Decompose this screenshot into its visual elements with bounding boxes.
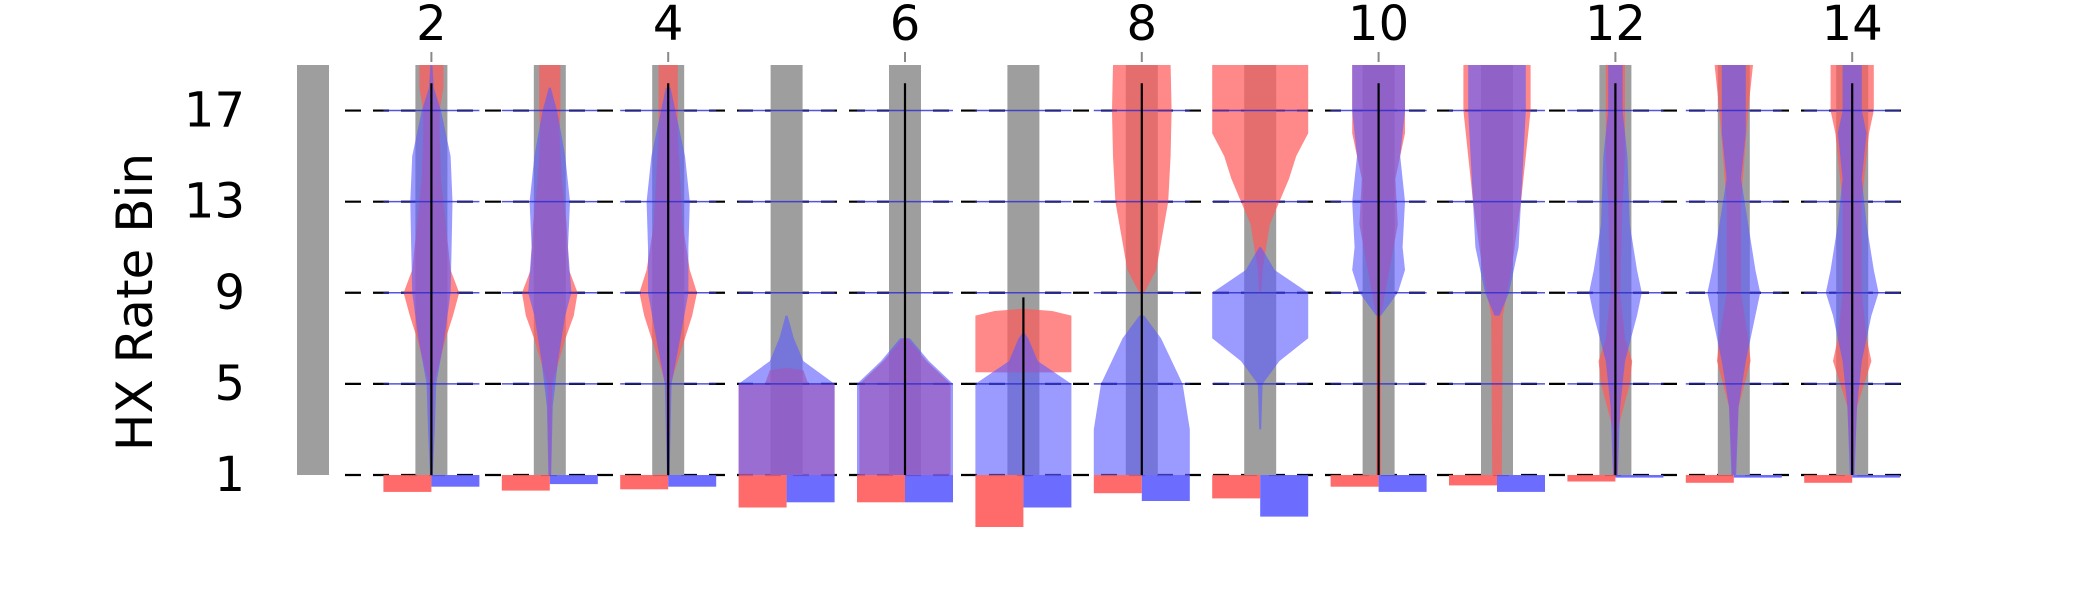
red-bottom-bar xyxy=(738,475,787,508)
blue-violin xyxy=(528,87,572,476)
blue-violin xyxy=(1468,65,1526,316)
blue-bottom-bar xyxy=(1497,475,1545,492)
y-tick-label: 5 xyxy=(214,356,245,412)
y-axis-label: HX Rate Bin xyxy=(106,153,164,451)
red-bottom-bar xyxy=(857,475,905,503)
x-tick-label: 2 xyxy=(416,0,447,52)
y-tick-label: 9 xyxy=(214,265,245,321)
red-bottom-bar xyxy=(1567,475,1616,482)
blue-bottom-bar xyxy=(1378,475,1427,492)
blue-bottom-bar xyxy=(549,475,598,485)
red-bottom-bar xyxy=(620,475,669,490)
x-tick-label: 14 xyxy=(1822,0,1883,52)
blue-bottom-bar xyxy=(1141,475,1190,501)
red-bottom-bar xyxy=(383,475,432,492)
blue-bottom-bar xyxy=(1260,475,1309,517)
red-bottom-bar xyxy=(975,475,1024,527)
ticks-layer: 1 5 9 13 17 2 4 6 8 10 12 14 xyxy=(184,0,1883,503)
y-tick-label: 1 xyxy=(214,447,245,503)
gray-bar xyxy=(297,65,329,475)
blue-bottom-bar xyxy=(905,475,953,503)
blue-bottom-bar xyxy=(1733,475,1782,478)
x-tick-label: 4 xyxy=(653,0,684,52)
blue-bottom-bar xyxy=(431,475,480,487)
red-bottom-bar xyxy=(1093,475,1142,494)
red-bottom-bar xyxy=(1449,475,1497,486)
red-bottom-bar xyxy=(1330,475,1379,487)
blue-violin xyxy=(1212,247,1309,430)
red-bottom-bar xyxy=(1804,475,1853,483)
red-bottom-bar xyxy=(1212,475,1261,499)
y-tick-label: 17 xyxy=(184,83,245,139)
blue-bottom-bar xyxy=(1852,475,1901,478)
blue-bottom-bar xyxy=(786,475,835,503)
x-tick-label: 8 xyxy=(1127,0,1158,52)
blue-bottom-bar xyxy=(1023,475,1072,508)
blue-violin xyxy=(738,315,835,475)
red-violin xyxy=(1212,65,1309,293)
red-bottom-bar xyxy=(501,475,550,491)
blue-bottom-bar xyxy=(668,475,717,487)
blue-violin xyxy=(1707,65,1761,475)
red-bottom-bar xyxy=(1685,475,1734,483)
x-tick-label: 10 xyxy=(1348,0,1409,52)
blue-bottom-bar xyxy=(1615,475,1664,478)
x-tick-label: 12 xyxy=(1585,0,1646,52)
y-tick-label: 13 xyxy=(184,174,245,230)
marks-layer xyxy=(297,65,1901,527)
x-tick-label: 6 xyxy=(890,0,921,52)
